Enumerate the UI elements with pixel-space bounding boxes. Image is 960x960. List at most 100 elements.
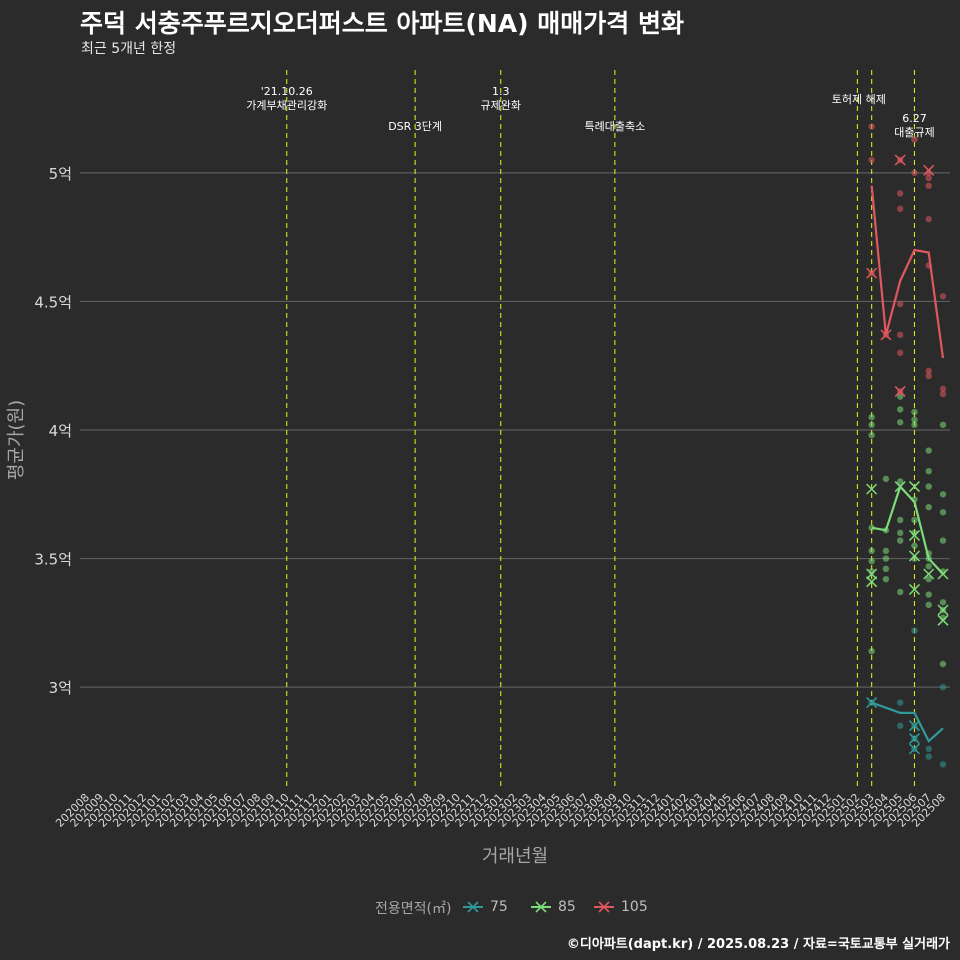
data-point-75 [925,753,932,760]
data-point-105 [911,136,918,143]
data-point-75 [897,699,904,706]
transaction-mark-85 [937,614,949,626]
mark-stroke [908,529,920,541]
data-point-85 [939,660,947,668]
mark-stroke [866,576,878,588]
data-point-85 [911,542,918,549]
chart-title: 주덕 서충주푸르지오더퍼스트 아파트(NA) 매매가격 변화 [80,9,684,38]
data-point-85 [925,503,932,511]
series-line-85 [871,484,944,575]
event-label-202503: 토허제 해제 [832,92,886,106]
data-point-75 [911,627,918,634]
data-point-85 [911,416,918,423]
mark-stroke [937,604,949,616]
transaction-mark-85 [908,481,920,493]
data-point-85 [868,547,875,555]
legend-title: 전용면적(㎡) [375,901,452,917]
transaction-mark-75 [908,733,920,745]
source-caption: ©디아파트(dapt.kr) / 2025.08.23 / 자료=국토교통부 실… [566,937,950,952]
chart-subtitle: 최근 5개년 한정 [81,41,177,57]
data-point-105 [911,169,918,177]
y-tick-label: 3억 [49,679,72,697]
data-point-85 [925,563,932,570]
data-point-85 [897,537,904,544]
mark-stroke [908,481,920,493]
data-point-75 [897,722,904,729]
data-point-85 [925,447,932,454]
event-label-202309: 특례대출축소 [584,120,645,133]
data-point-85 [897,406,904,413]
legend-key-75-icon [463,901,483,913]
data-point-85 [882,565,890,573]
transaction-mark-85 [923,568,935,580]
legend: 전용면적(㎡) 75 85 105 [0,896,960,918]
data-point-85 [939,599,947,606]
transaction-mark-75 [908,743,920,755]
series-line-105 [870,185,945,359]
mark-stroke [908,583,920,595]
data-point-85 [939,537,947,544]
data-point-85 [911,516,918,524]
transaction-mark-85 [908,550,920,562]
legend-label-75: 75 [490,899,508,915]
transaction-mark-105 [923,164,935,176]
event-label-202207: DSR 3단계 [388,120,442,133]
legend-item-105[interactable]: 105 [593,896,648,918]
transaction-mark-85 [908,529,920,541]
series-line-75 [871,701,944,743]
event-label-202506: 6.27 대출규제 [894,112,934,139]
data-point-75 [939,761,947,768]
data-point-85 [925,467,932,475]
y-tick-label: 3.5억 [34,551,72,569]
data-point-85 [868,413,875,421]
data-point-85 [897,516,904,524]
data-point-85 [882,555,890,562]
transaction-mark-75 [866,697,878,709]
transaction-mark-85 [866,576,878,588]
event-label-line: 6.27 [902,112,927,125]
data-point-105 [925,182,932,189]
data-point-105 [925,372,932,380]
legend-label-105: 105 [621,899,648,915]
data-point-85 [882,475,890,483]
data-point-105 [939,390,947,398]
event-label-line: 가계부채관리강화 [246,99,327,112]
transaction-mark-85 [866,483,878,495]
transaction-mark-105 [866,267,878,279]
y-tick-label: 4.5억 [34,293,72,311]
mark-stroke [908,733,920,745]
data-point-105 [925,367,932,375]
data-point-85 [868,557,875,565]
data-point-85 [897,393,904,400]
data-point-105 [868,156,875,164]
mark-stroke [866,483,878,495]
legend-key-85-icon [531,901,551,913]
legend-key-105-icon [594,901,614,913]
data-point-85 [925,591,932,598]
data-point-105 [897,349,904,357]
data-point-85 [911,408,918,416]
mark-stroke [894,385,906,397]
transaction-mark-105 [894,154,906,166]
data-point-85 [925,575,932,583]
data-point-85 [897,478,904,485]
data-point-85 [868,431,875,439]
data-point-85 [939,509,947,516]
data-point-75 [939,683,947,691]
mark-stroke [908,743,920,755]
legend-item-75[interactable]: 75 [462,896,508,918]
data-point-105 [939,293,947,300]
transaction-mark-85 [894,481,906,493]
data-point-85 [911,421,918,429]
mark-stroke [866,697,878,709]
data-point-105 [925,215,932,223]
x-axis-title: 거래년월 [482,846,548,867]
data-point-85 [882,575,890,583]
data-point-75 [925,745,932,753]
data-point-85 [897,419,904,426]
event-label-line: DSR 3단계 [388,120,442,133]
mark-stroke [908,550,920,562]
legend-item-85[interactable]: 85 [530,896,576,918]
mark-stroke [894,481,906,493]
transaction-mark-85 [937,604,949,616]
